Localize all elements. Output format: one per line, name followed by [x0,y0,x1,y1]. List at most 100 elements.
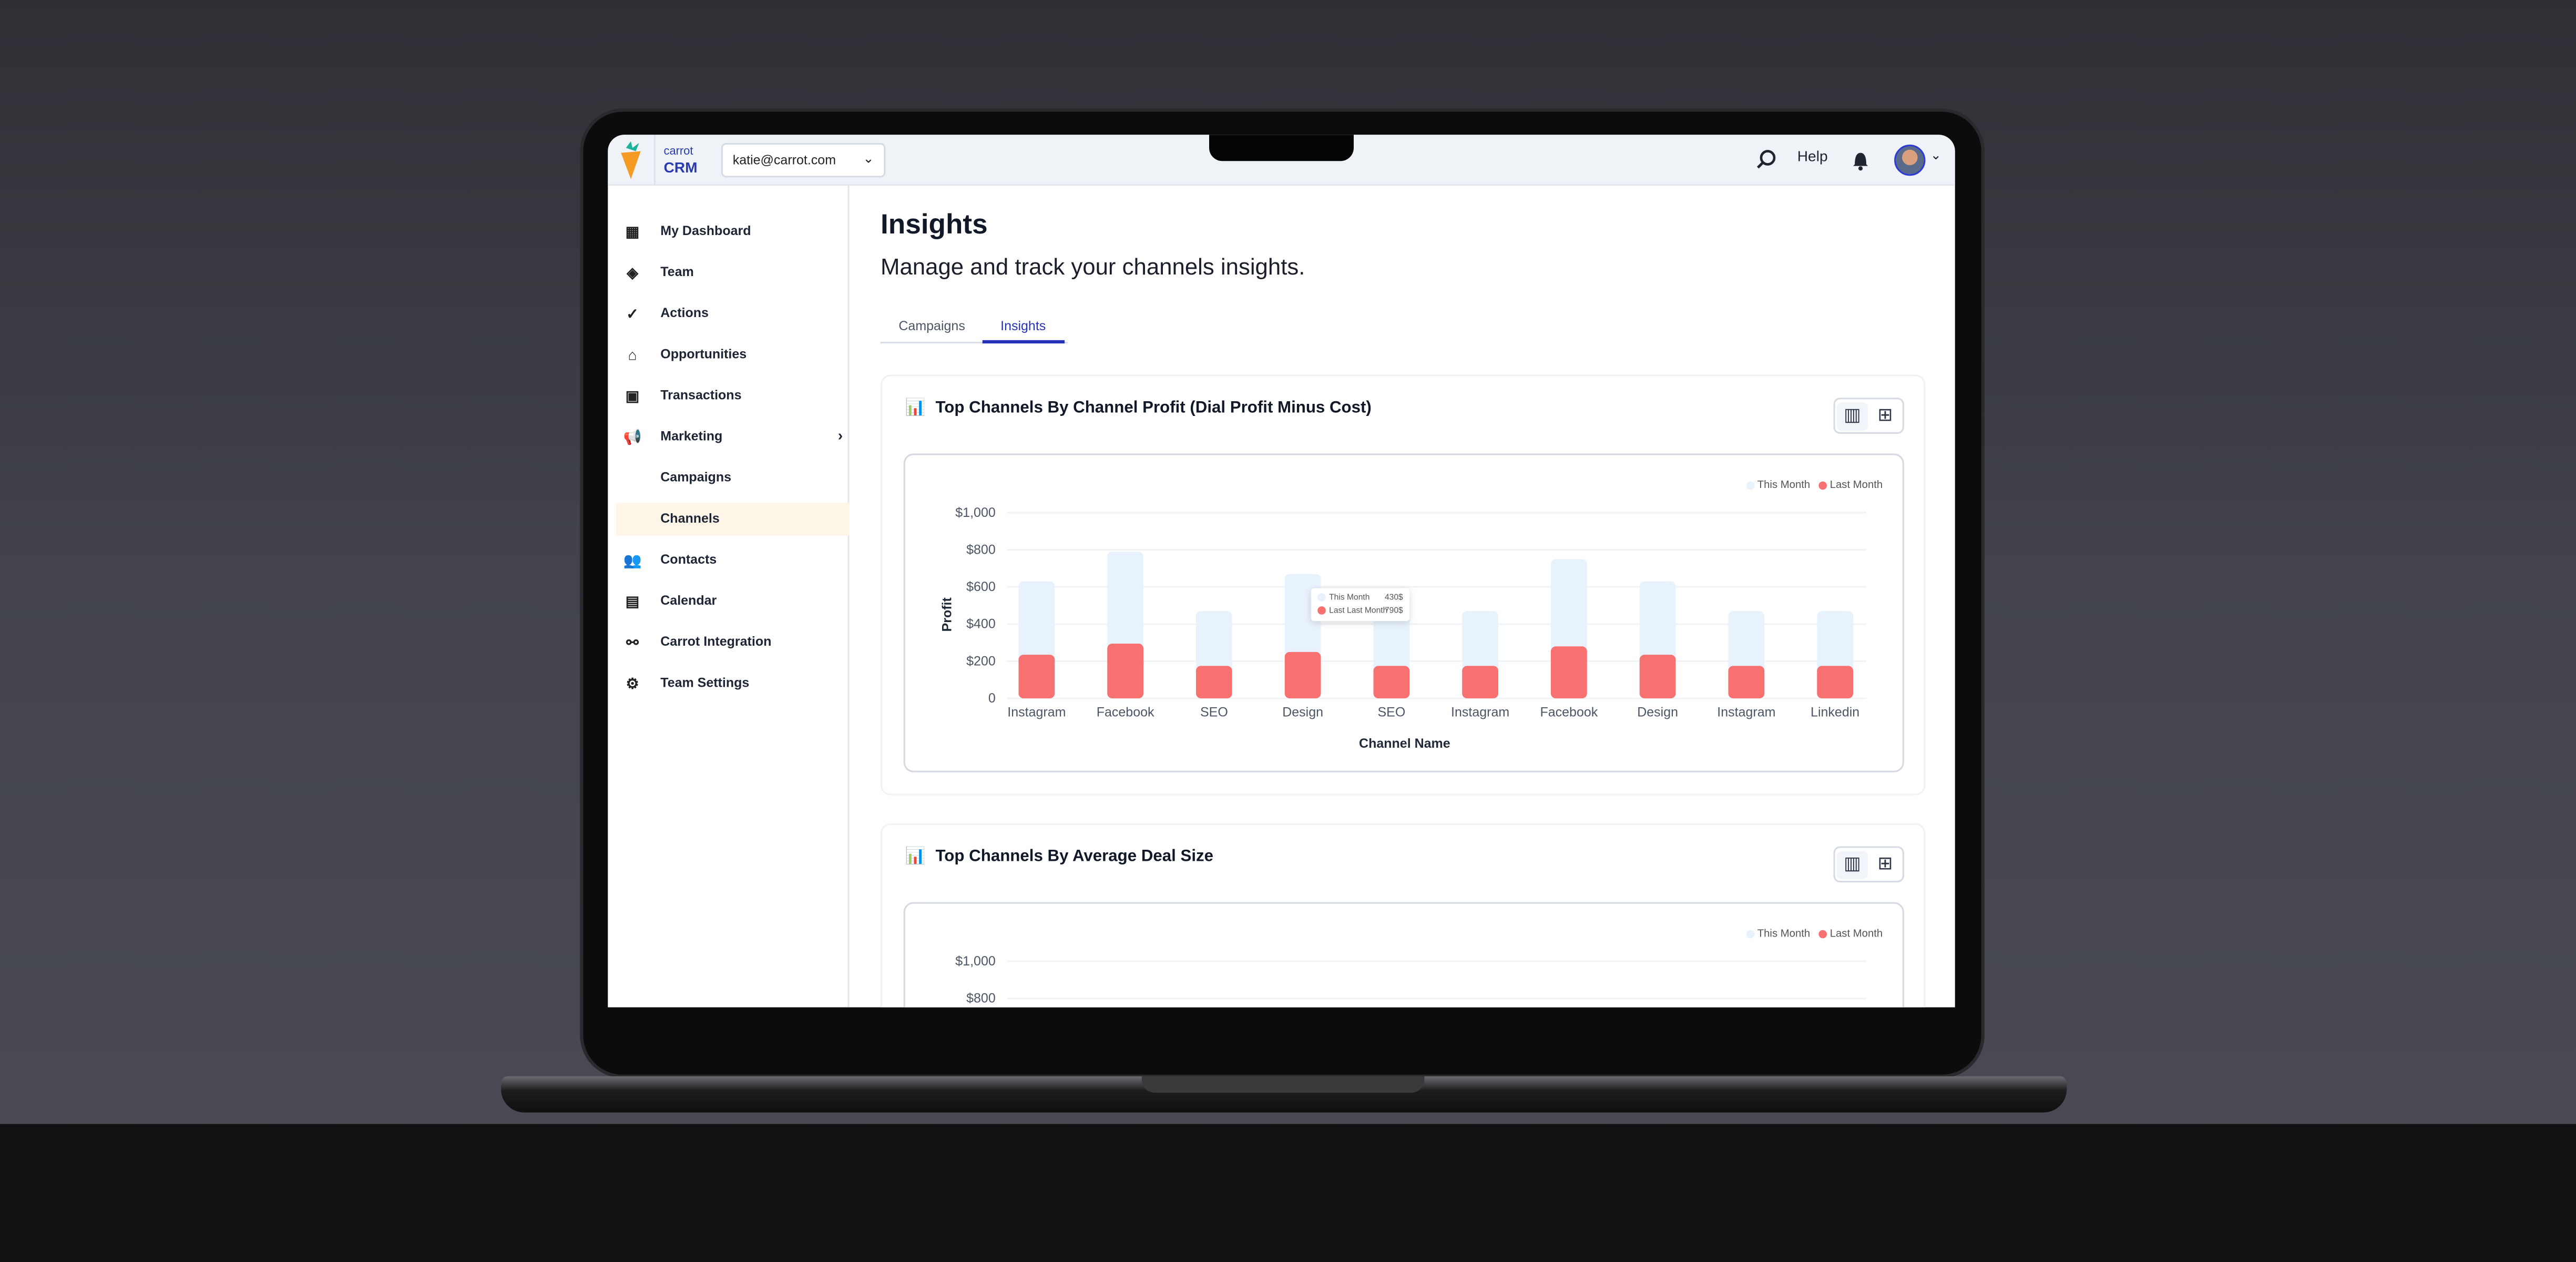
card-title: 📊 Top Channels By Average Deal Size [905,848,1214,866]
y-tick-label: 0 [988,691,996,706]
chart-view-button[interactable]: ▥ [1836,402,1868,431]
sidebar: ▦ My Dashboard ◈ Team ✓ Actions ⌂ Opportunities… [608,186,850,1007]
camera-notch [1209,135,1354,161]
x-tick-label: SEO [1200,705,1228,720]
bar-last-month [1196,666,1232,699]
table-view-button[interactable]: ⊞ [1877,854,1893,874]
bar-chart-icon: 📊 [905,848,926,866]
calendar-icon: ▤ [625,593,640,610]
bar-last-month [1018,655,1055,699]
sidebar-item-my-dashboard[interactable]: ▦ My Dashboard [616,215,850,248]
x-tick-label: Design [1637,705,1678,720]
sidebar-item-transactions[interactable]: ▣ Transactions [616,380,850,413]
bar-last-month [1817,666,1853,699]
sidebar-item-label: Team Settings [660,675,750,690]
desk [0,1124,2576,1262]
x-tick-label: Linkedin [1811,705,1859,720]
bar-last-month [1551,646,1587,699]
account-select[interactable]: katie@carrot.com ⌄ [721,143,886,178]
sidebar-item-marketing[interactable]: 📢 Marketing › [616,421,850,454]
tabs: Campaigns Insights [881,314,1068,344]
money-icon: ▣ [625,388,640,404]
bar-last-month [1728,666,1765,699]
chart-tooltip: This Month 430$ Last Last Month 790$ [1311,588,1410,622]
sidebar-item-channels[interactable]: Channels [616,503,850,536]
help-link[interactable]: Help [1797,148,1828,165]
y-tick-label: $200 [966,654,996,668]
sidebar-item-label: My Dashboard [660,223,751,239]
bar-last-month [1639,655,1676,699]
laptop-base [501,1076,2067,1113]
sidebar-item-label: Opportunities [660,347,747,362]
bar-last-month [1373,666,1410,699]
table-view-button[interactable]: ⊞ [1877,405,1893,426]
y-tick-label: $800 [966,542,996,557]
y-tick-label: $1,000 [955,505,995,520]
sidebar-item-team[interactable]: ◈ Team [616,257,850,290]
sidebar-item-label: Transactions [660,388,742,403]
bar-last-month [1107,643,1143,699]
chart-view-button[interactable]: ▥ [1836,851,1868,879]
tab-insights[interactable]: Insights [983,319,1063,344]
chart-container: This Month Last Month 0 $200 $400 $600 $800 $1… [903,453,1904,772]
x-tick-label: SEO [1377,705,1405,720]
sidebar-item-campaigns[interactable]: Campaigns [616,462,850,495]
bar-last-month [1284,652,1321,699]
brand-name: carrot CRM [663,146,698,176]
legend-swatch-this-month [1745,481,1754,490]
chart-legend: This Month Last Month [1737,929,1883,940]
sidebar-item-calendar[interactable]: ▤ Calendar [616,585,850,618]
sidebar-item-label: Marketing [660,429,723,444]
page-title: Insights [881,208,988,240]
gear-icon: ⚙ [626,675,639,692]
users-icon: 👥 [623,552,642,569]
carrot-logo [621,141,641,179]
deal-size-chart: $800 $1,000 [955,954,1866,1006]
x-tick-label: Instagram [1717,705,1775,720]
x-tick-label: Instagram [1451,705,1509,720]
x-tick-label: Design [1282,705,1323,720]
sidebar-item-contacts[interactable]: 👥 Contacts [616,544,850,577]
layers-icon: ◈ [627,264,638,281]
sidebar-item-label: Team [660,264,694,280]
bar-chart-icon: 📊 [905,399,926,418]
bell-icon[interactable] [1852,149,1869,171]
tab-campaigns[interactable]: Campaigns [898,319,965,334]
chevron-right-icon[interactable]: › [837,427,843,444]
view-toggle: ▥ ⊞ [1833,398,1904,434]
avatar[interactable] [1894,145,1926,176]
x-tick-label: Facebook [1097,705,1154,720]
sidebar-item-label: Channels [660,511,720,526]
search-icon[interactable] [1756,149,1776,169]
sidebar-item-actions[interactable]: ✓ Actions [616,298,850,331]
grid-icon: ▦ [625,223,640,240]
sidebar-item-label: Carrot Integration [660,634,772,649]
chart-legend: This Month Last Month [1737,480,1883,491]
y-tick-label: $600 [966,579,996,594]
bar-last-month [1462,666,1498,699]
integration-icon: ⚯ [626,634,639,651]
x-axis-label: Channel Name [1359,736,1450,751]
chevron-down-icon: ⌄ [863,151,874,166]
sidebar-item-team-settings[interactable]: ⚙ Team Settings [616,667,850,700]
page-subtitle: Manage and track your channels insights. [881,253,1305,280]
sidebar-item-opportunities[interactable]: ⌂ Opportunities [616,339,850,372]
sidebar-item-carrot-integration[interactable]: ⚯ Carrot Integration [616,626,850,659]
check-circle-icon: ✓ [626,306,639,322]
card-title: 📊 Top Channels By Channel Profit (Dial Pr… [905,399,1372,418]
y-axis-label: Profit [939,597,954,632]
home-icon: ⌂ [628,347,637,363]
x-tick-label: Facebook [1540,705,1598,720]
y-tick-label: $1,000 [955,954,995,969]
chevron-down-icon[interactable]: ⌄ [1930,148,1941,163]
y-tick-label: $400 [966,617,996,632]
chart-container: This Month Last Month $800 $1,000 [903,902,1904,1007]
sidebar-item-label: Campaigns [660,470,732,485]
deal-size-card: 📊 Top Channels By Average Deal Size ▥ ⊞ Th… [881,823,1926,1007]
view-toggle: ▥ ⊞ [1833,846,1904,883]
y-tick-label: $800 [966,991,996,1006]
app-window: carrot CRM katie@carrot.com ⌄ Help ⌄ ▦ My D… [608,135,1955,1007]
sidebar-item-label: Actions [660,306,709,321]
sidebar-item-label: Contacts [660,552,717,567]
x-tick-label: Instagram [1007,705,1066,720]
